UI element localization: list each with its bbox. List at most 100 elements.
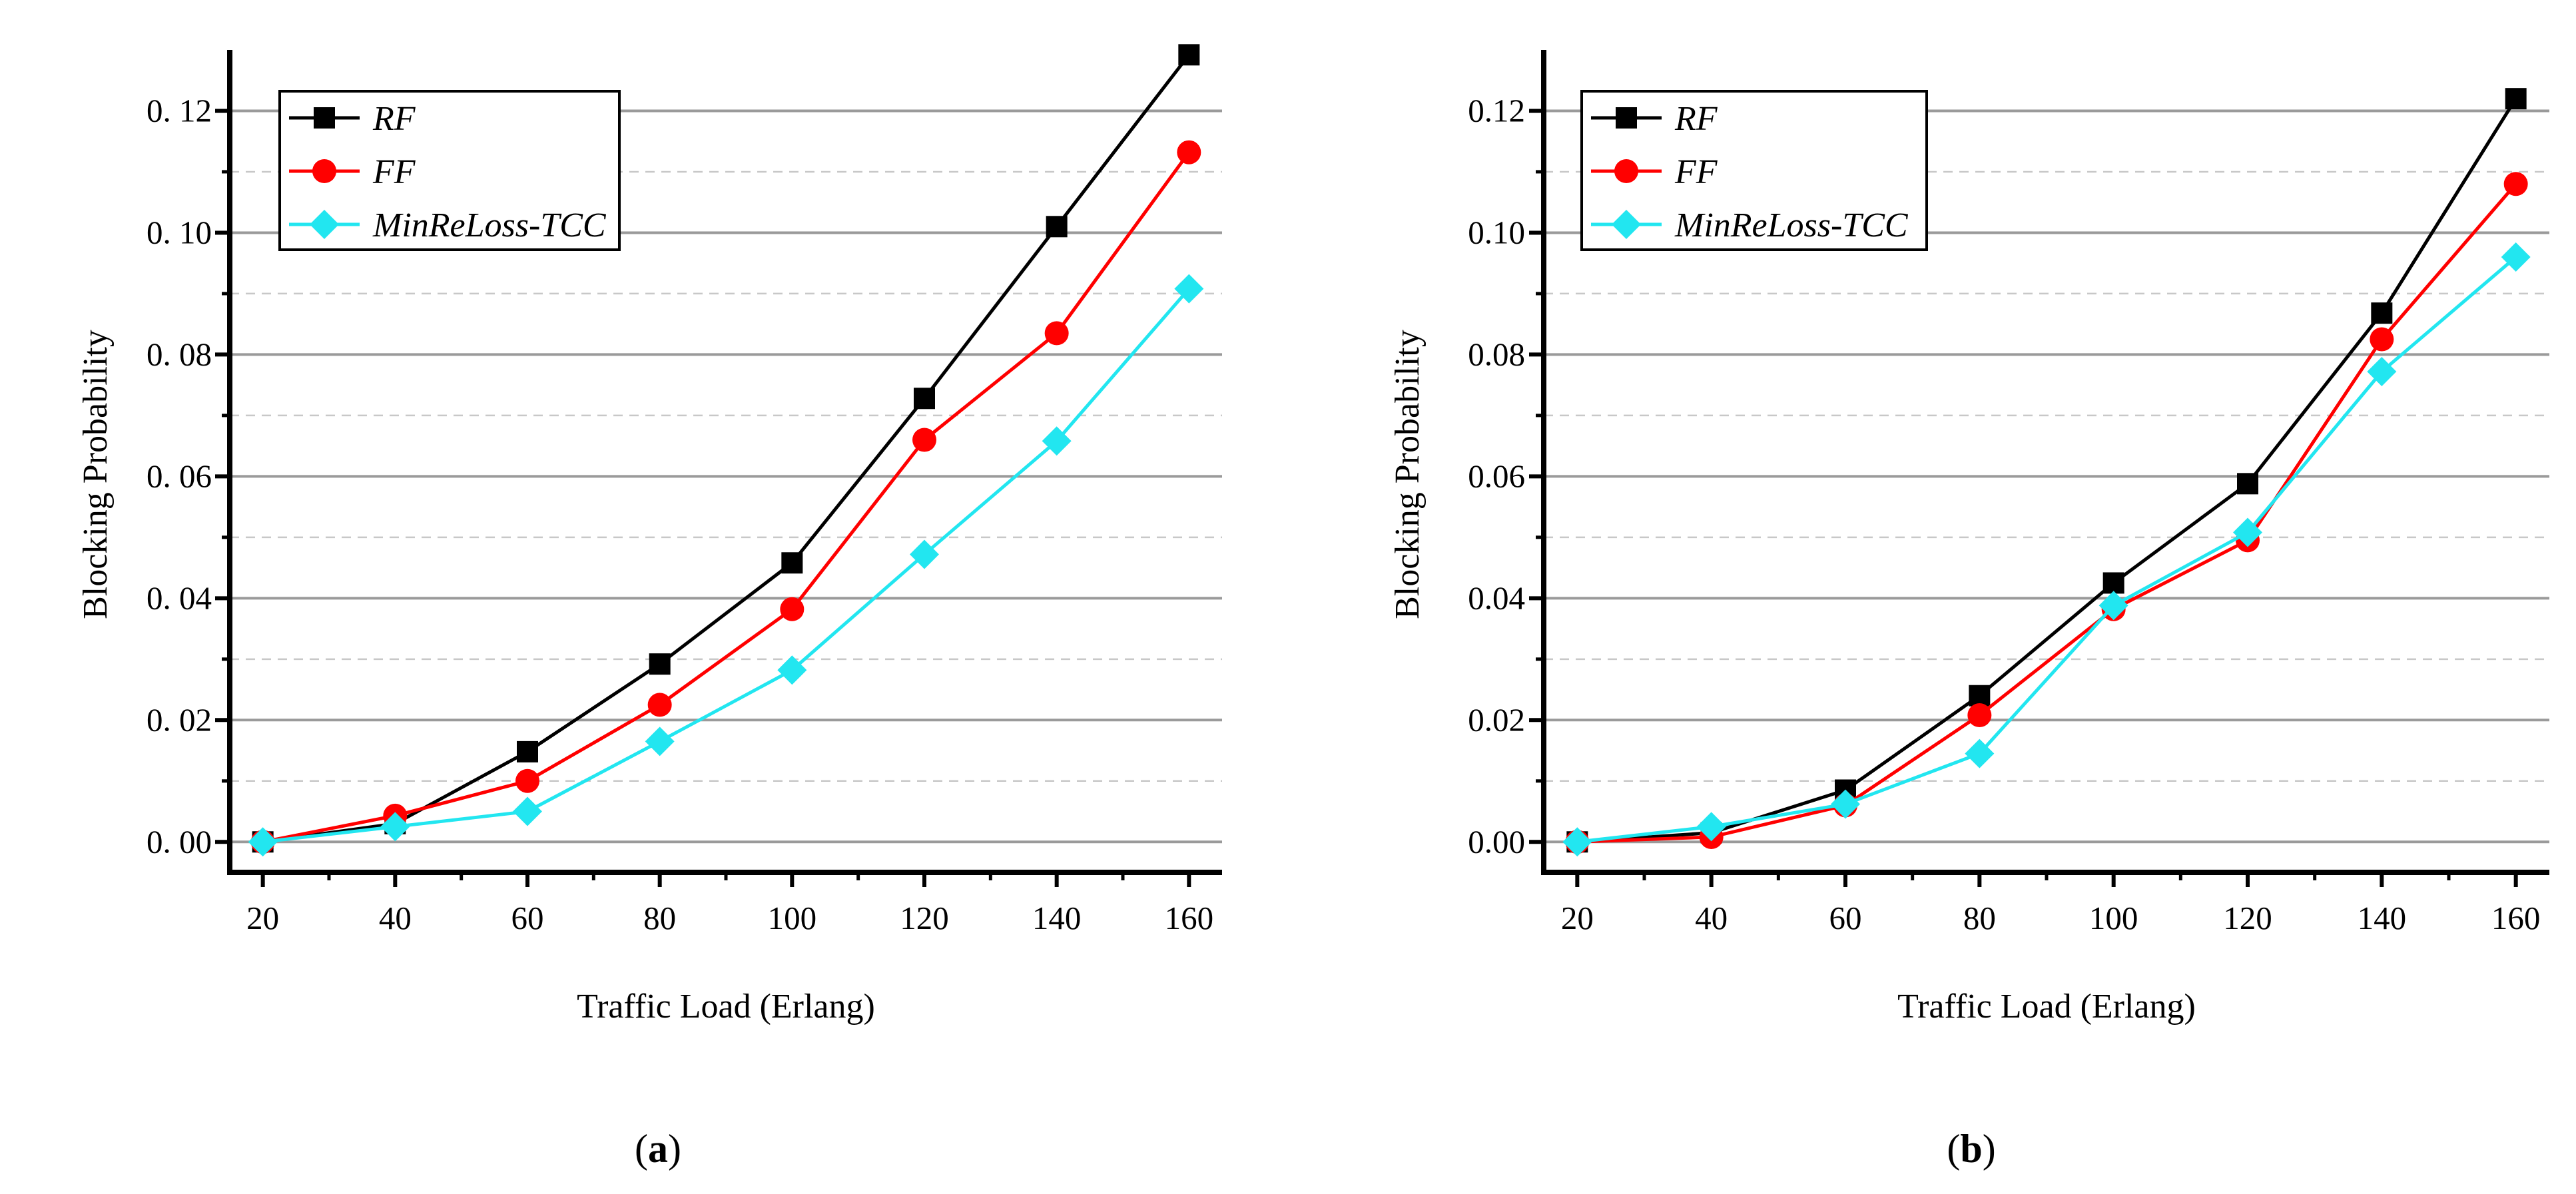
panel-caption: (a) <box>635 1127 681 1171</box>
series-minreloss-tcc <box>1562 242 2531 857</box>
data-point <box>2102 572 2124 594</box>
legend-label: MinReLoss-TCC <box>372 206 607 244</box>
legend-label: MinReLoss-TCC <box>1674 206 1909 244</box>
data-point <box>2098 591 2128 621</box>
data-point <box>517 741 538 762</box>
data-point <box>914 388 935 410</box>
data-point <box>649 653 671 675</box>
y-tick-label: 0.06 <box>1468 457 1525 494</box>
series-rf <box>1566 88 2527 853</box>
x-axis-title: Traffic Load (Erlang) <box>1897 988 2196 1026</box>
data-point <box>1046 216 1068 238</box>
legend: RF FF MinReLoss-TCC <box>1580 90 1928 251</box>
data-point <box>2233 517 2262 547</box>
y-tick-label: 0. 04 <box>147 579 212 616</box>
y-tick-label: 0. 02 <box>147 701 212 738</box>
y-axis-title: Blocking Probability <box>77 330 115 619</box>
data-point <box>2503 172 2528 196</box>
caption-open: ( <box>635 1127 648 1171</box>
data-point <box>248 827 278 857</box>
data-point <box>1042 426 1072 456</box>
x-tick-label: 120 <box>2223 900 2272 936</box>
data-point <box>2371 302 2393 324</box>
legend-marker <box>1614 159 1638 183</box>
data-point <box>2237 473 2258 495</box>
series-line <box>1577 182 2517 844</box>
x-tick-label: 80 <box>643 900 676 936</box>
y-tick-label: 0.04 <box>1468 579 1525 616</box>
y-tick-label: 0. 10 <box>147 214 212 250</box>
x-tick-label: 60 <box>511 900 544 936</box>
legend-marker <box>310 210 339 239</box>
legend: RF FF MinReLoss-TCC <box>278 90 621 251</box>
data-point <box>1174 274 1204 304</box>
y-tick-label: 0.02 <box>1468 701 1525 738</box>
legend-label: RF <box>372 100 416 138</box>
x-tick-label: 120 <box>900 900 949 936</box>
data-point <box>2367 357 2397 387</box>
y-tick-label: 0. 08 <box>147 336 212 372</box>
data-point <box>380 812 410 842</box>
y-tick-label: 0.08 <box>1468 336 1525 372</box>
data-point <box>515 768 539 793</box>
x-tick-label: 140 <box>1032 900 1082 936</box>
legend-label: FF <box>1674 153 1718 191</box>
data-point <box>647 693 672 717</box>
data-point <box>780 597 805 621</box>
y-tick-label: 0.00 <box>1468 823 1525 860</box>
data-point <box>1178 44 1200 66</box>
series-line <box>1577 97 2517 844</box>
data-point <box>1831 789 1860 819</box>
data-point <box>1177 140 1201 164</box>
series-line <box>1577 256 2517 844</box>
series-minreloss-tcc <box>248 274 1204 857</box>
x-tick-label: 100 <box>2089 900 2138 936</box>
data-point <box>1967 703 1992 727</box>
data-point <box>1969 685 1991 707</box>
x-axis-title: Traffic Load (Erlang) <box>577 988 875 1026</box>
x-tick-label: 160 <box>1165 900 1214 936</box>
y-tick-label: 0.12 <box>1468 92 1525 129</box>
axes: 0. 00 0. 02 0. 04 0. 06 0. 08 0. 10 0. 12 20 40 6… <box>147 50 1222 936</box>
legend-label: RF <box>1674 100 1718 138</box>
x-tick-label: 80 <box>1963 900 1996 936</box>
y-tick-label: 0. 12 <box>147 92 212 129</box>
y-tick-label: 0.10 <box>1468 214 1525 250</box>
data-point <box>781 552 803 574</box>
caption-close: ) <box>1983 1127 1996 1171</box>
caption-open: ( <box>1947 1127 1960 1171</box>
series-ff <box>1565 172 2528 854</box>
x-tick-label: 100 <box>768 900 817 936</box>
series-line <box>262 287 1191 844</box>
legend-marker <box>1616 107 1637 129</box>
legend-marker <box>312 159 336 183</box>
data-point <box>2501 242 2531 272</box>
legend-marker <box>1612 210 1641 239</box>
legend-marker <box>314 107 335 129</box>
legend-label: FF <box>372 153 416 191</box>
caption-letter: a <box>648 1127 668 1171</box>
x-tick-label: 40 <box>1695 900 1728 936</box>
axes: 0.00 0.02 0.04 0.06 0.08 0.10 0.12 20 40 60 80 100 1… <box>1468 50 2549 936</box>
data-point <box>1562 827 1592 857</box>
y-tick-label: 0. 06 <box>147 457 212 494</box>
data-point <box>513 796 542 826</box>
x-tick-label: 160 <box>2491 900 2541 936</box>
data-point <box>1965 739 1995 768</box>
x-tick-label: 20 <box>246 900 279 936</box>
data-point <box>910 539 939 569</box>
x-tick-label: 60 <box>1829 900 1862 936</box>
data-point <box>645 727 675 756</box>
caption-close: ) <box>668 1127 681 1171</box>
data-point <box>912 428 936 452</box>
y-tick-label: 0. 00 <box>147 823 212 860</box>
caption-letter: b <box>1960 1127 1982 1171</box>
x-tick-label: 140 <box>2358 900 2407 936</box>
series-line <box>262 151 1191 844</box>
data-point <box>2505 88 2527 110</box>
series-line <box>262 53 1191 844</box>
panel-caption: (b) <box>1947 1127 1995 1171</box>
